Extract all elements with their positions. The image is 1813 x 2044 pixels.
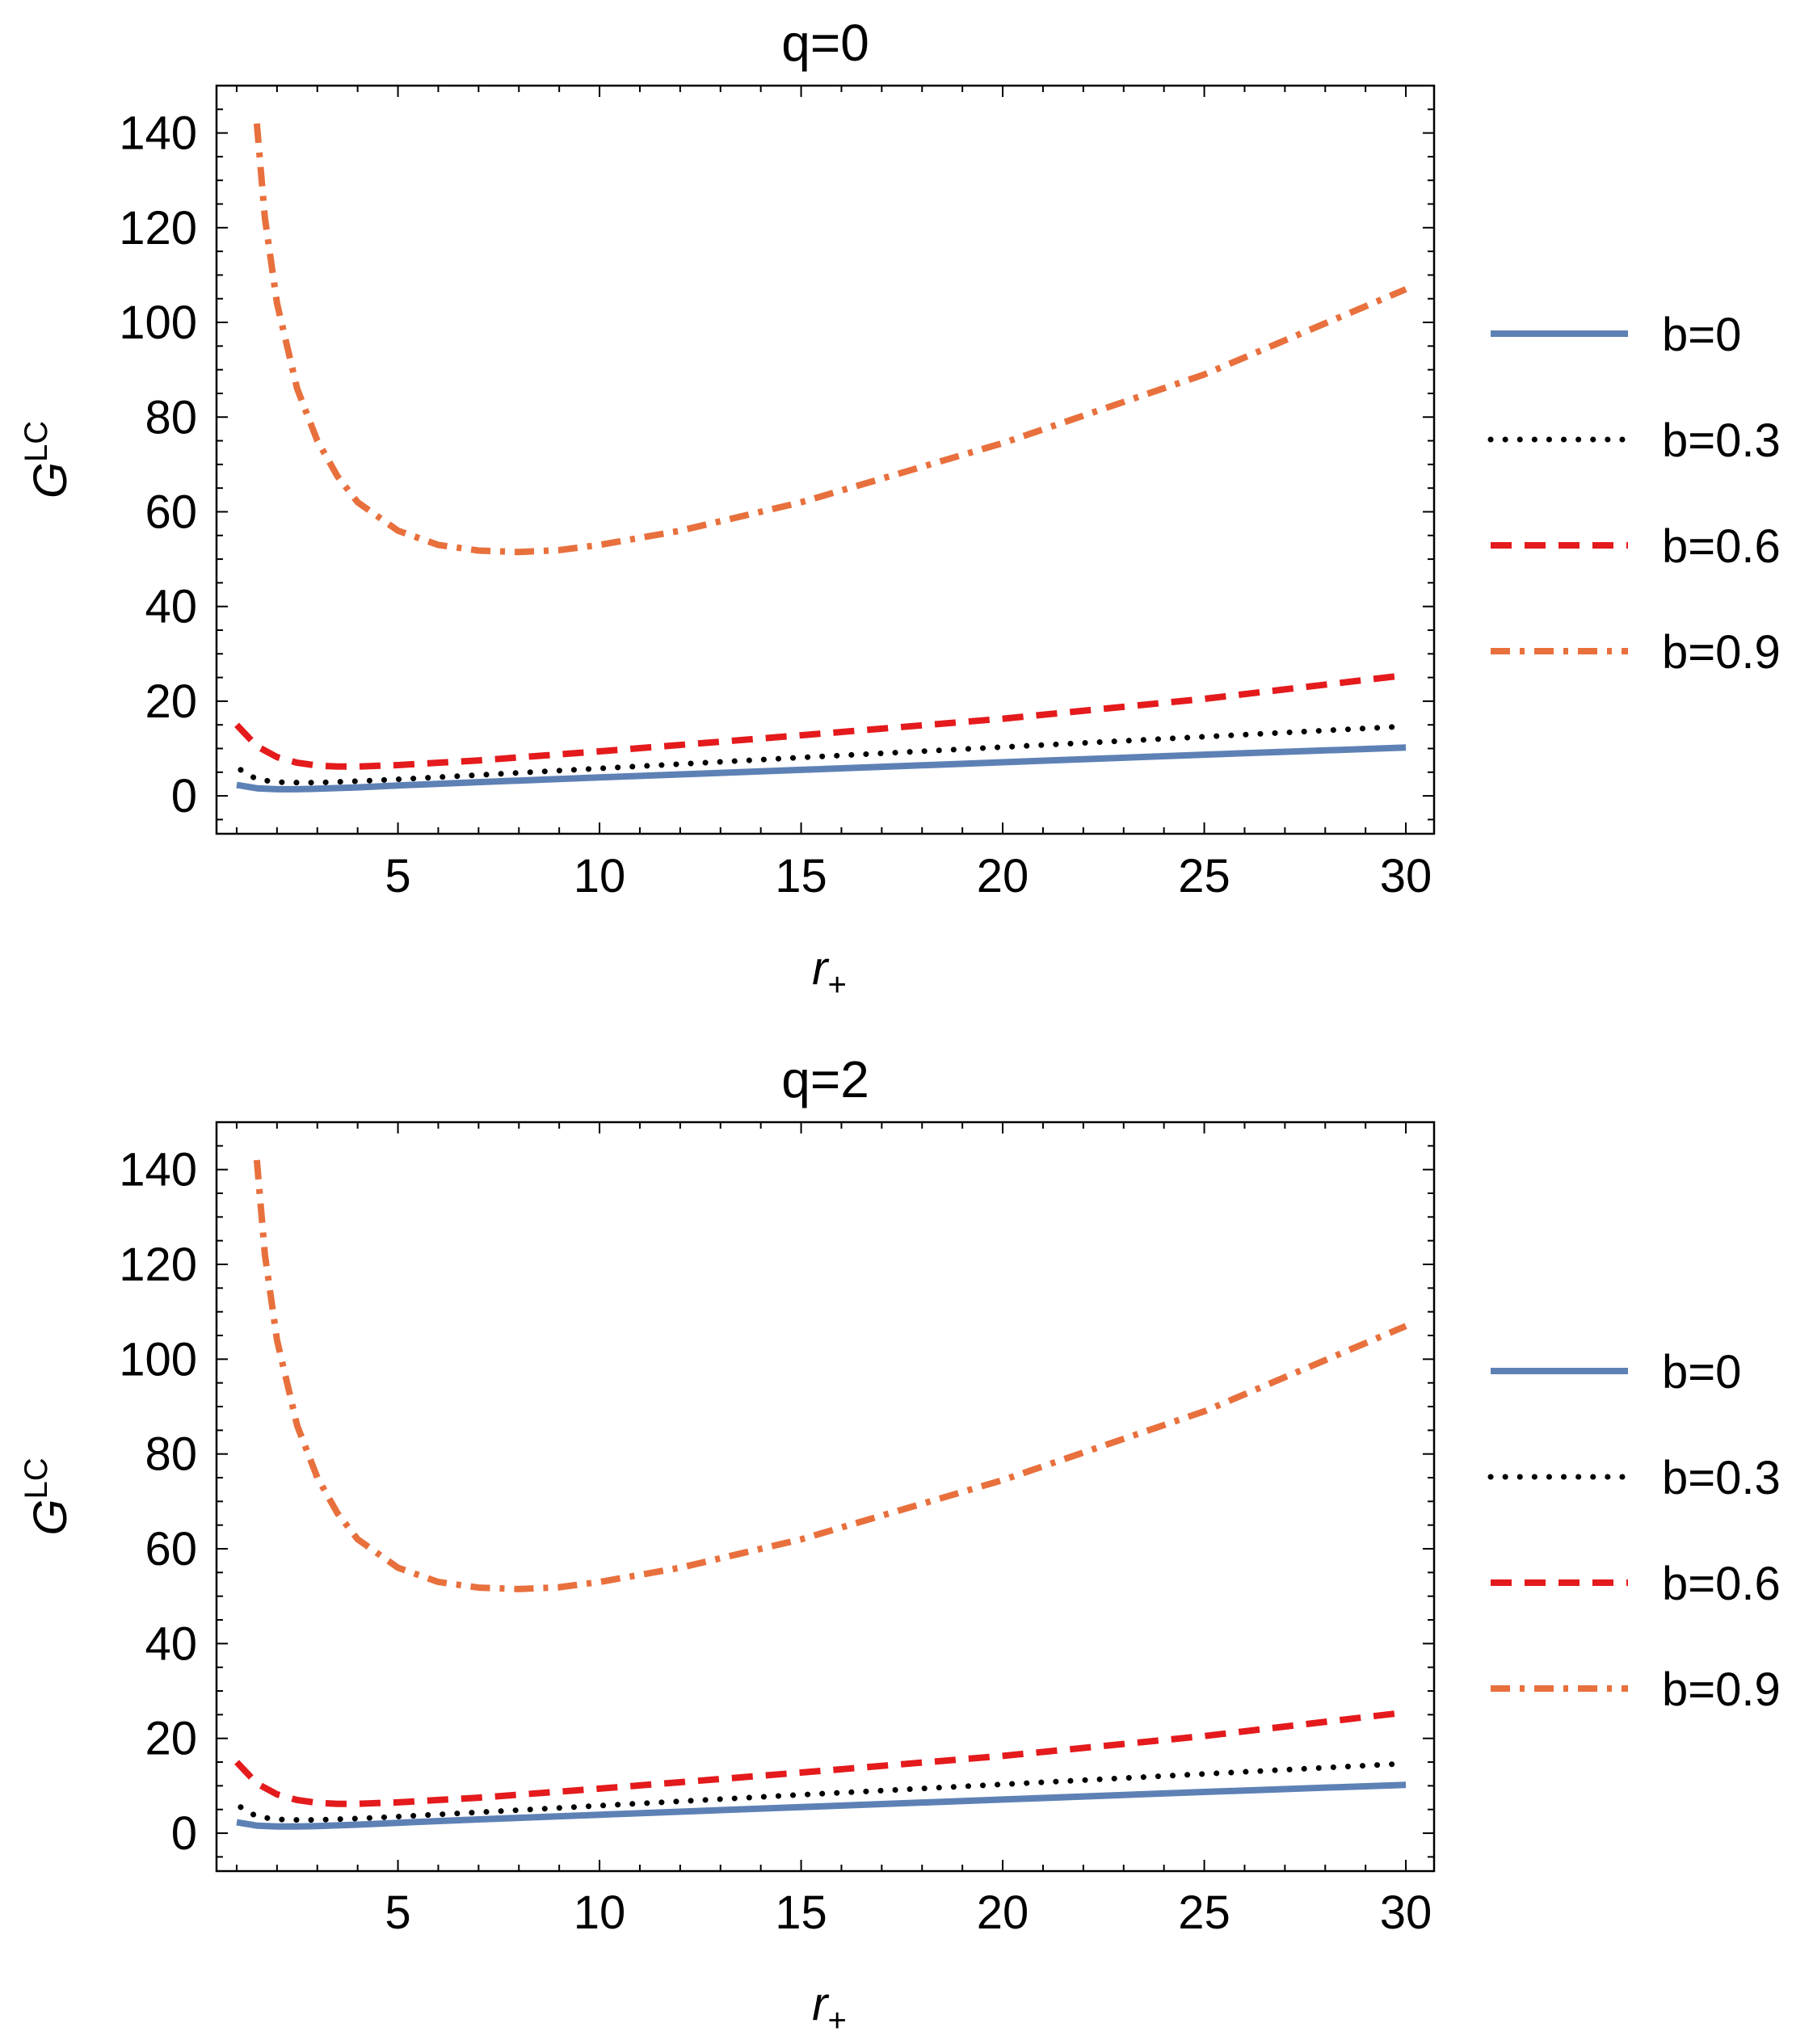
y-axis-label-base: G <box>24 1499 77 1536</box>
x-axis-label-subscript: + <box>827 967 846 1003</box>
legend: b=0 b=0.3 b=0.6 b=0.9 <box>1487 309 1781 679</box>
series-line-b=0 <box>236 1781 1407 1830</box>
y-tick-label: 0 <box>171 770 197 822</box>
y-tick-label: 80 <box>145 1428 197 1481</box>
series-line-b=0.3 <box>238 723 1409 786</box>
x-tick-label: 10 <box>574 850 626 902</box>
series-line-b=0.3 <box>238 1760 1409 1823</box>
x-axis-label: r+ <box>812 942 847 1003</box>
legend-label: b=0.9 <box>1662 626 1781 679</box>
x-tick-label: 25 <box>1178 850 1230 902</box>
x-axis-label: r+ <box>812 1978 847 2038</box>
x-axis-label-base: r <box>812 942 830 995</box>
y-tick-label: 40 <box>145 1617 197 1670</box>
y-axis-label: GLC <box>19 421 77 498</box>
plot-area <box>234 1159 1409 1830</box>
y-tick-label: 60 <box>145 1523 197 1575</box>
plot-frame <box>215 84 1436 835</box>
chart-title: q=2 <box>781 1050 869 1108</box>
plot-frame <box>215 1121 1436 1873</box>
tick-marks <box>217 1121 1434 1871</box>
y-tick-label: 140 <box>119 107 197 160</box>
x-tick-label: 30 <box>1380 850 1432 902</box>
x-tick-label: 15 <box>775 850 827 902</box>
legend-label: b=0.6 <box>1662 1558 1781 1610</box>
x-axis-label-subscript: + <box>827 2003 846 2038</box>
x-tick-label: 25 <box>1178 1886 1230 1939</box>
x-tick-label: 20 <box>977 1886 1029 1939</box>
legend-label: b=0.9 <box>1662 1663 1781 1716</box>
y-tick-label: 20 <box>145 675 197 728</box>
x-tick-label: 20 <box>977 850 1029 902</box>
legend-label: b=0.3 <box>1662 1452 1781 1504</box>
y-tick-label: 0 <box>171 1807 197 1860</box>
y-tick-label: 120 <box>119 202 197 254</box>
legend-label: b=0.3 <box>1662 414 1781 467</box>
y-tick-label: 120 <box>119 1239 197 1291</box>
y-tick-label: 20 <box>145 1713 197 1765</box>
y-axis-label-superscript: LC <box>19 421 54 462</box>
y-axis-label-superscript: LC <box>19 1457 54 1499</box>
chart-panel-1: q=0 5 10 15 20 25 30 0 20 40 60 80 100 120 140 r+ GLC b=0… <box>19 14 1781 1003</box>
chart-title: q=0 <box>781 14 869 72</box>
x-axis-label-base: r <box>812 1978 830 2030</box>
x-tick-label: 5 <box>385 1886 410 1939</box>
chart-panel-2: q=2 5 10 15 20 25 30 0 20 40 60 80 100 120 140 r+ GLC b=0… <box>19 1050 1781 2038</box>
tick-marks <box>217 85 1434 834</box>
legend-label: b=0 <box>1662 309 1741 361</box>
series-line-b=0 <box>236 744 1407 793</box>
y-tick-label: 40 <box>145 581 197 633</box>
x-tick-label: 5 <box>385 850 410 902</box>
y-tick-label: 140 <box>119 1144 197 1197</box>
legend-label: b=0.6 <box>1662 520 1781 573</box>
legend: b=0 b=0.3 b=0.6 b=0.9 <box>1487 1346 1781 1716</box>
x-tick-label: 10 <box>574 1886 626 1939</box>
y-tick-label: 100 <box>119 297 197 349</box>
legend-label: b=0 <box>1662 1346 1741 1398</box>
y-axis-label-base: G <box>24 462 77 498</box>
series-line-b=0.6 <box>234 1709 1407 1807</box>
y-axis-label: GLC <box>19 1457 77 1535</box>
y-tick-label: 100 <box>119 1333 197 1386</box>
plot-area <box>234 123 1409 793</box>
x-tick-label: 15 <box>775 1886 827 1939</box>
series-line-b=0.9 <box>253 1159 1407 1592</box>
x-tick-label: 30 <box>1380 1886 1432 1939</box>
y-tick-label: 80 <box>145 391 197 444</box>
series-line-b=0.6 <box>234 671 1407 770</box>
y-tick-label: 60 <box>145 486 197 538</box>
series-line-b=0.9 <box>253 123 1407 556</box>
